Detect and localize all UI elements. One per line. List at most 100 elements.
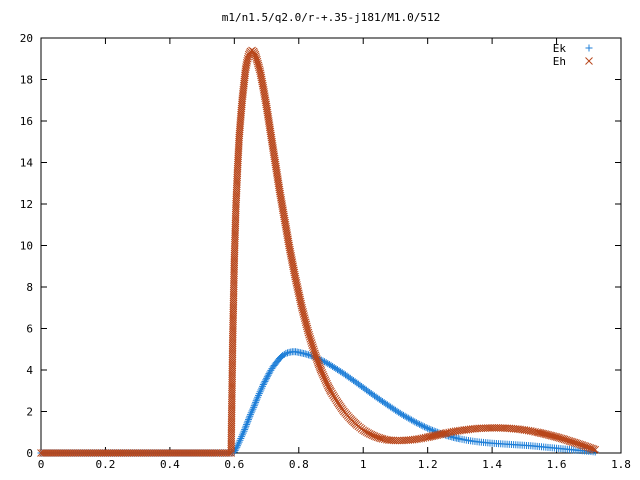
- y-tick-label: 16: [20, 115, 33, 128]
- ek-point: [237, 434, 245, 442]
- ek-point: [303, 350, 311, 358]
- ek-point: [257, 386, 265, 394]
- x-tick-label: 1.4: [482, 458, 502, 471]
- y-tick-label: 2: [26, 406, 33, 419]
- eh-point: [430, 431, 438, 440]
- eh-point: [534, 428, 543, 437]
- legend-marker-eh: [585, 57, 593, 65]
- eh-point: [438, 430, 447, 438]
- ek-point: [263, 373, 271, 381]
- x-tick-label: 0.6: [224, 458, 244, 471]
- eh-point: [304, 328, 313, 337]
- series-eh: [37, 46, 600, 457]
- ek-point: [243, 421, 251, 429]
- ek-point: [245, 416, 253, 424]
- ek-point: [282, 349, 290, 357]
- series-layer: [37, 46, 600, 457]
- ek-point: [249, 405, 257, 413]
- x-tick-label: 1: [360, 458, 367, 471]
- eh-point: [428, 432, 437, 440]
- eh-point: [309, 345, 318, 354]
- eh-point: [305, 330, 313, 339]
- eh-point: [433, 431, 442, 439]
- y-tick-label: 10: [20, 240, 33, 253]
- x-tick-label: 1.8: [611, 458, 631, 471]
- y-tick-label: 4: [26, 364, 33, 377]
- ek-point: [420, 423, 428, 431]
- x-axis: 0 0.2 0.4 0.6 0.8 1 1.2 1.4 1.6 1.8: [38, 38, 631, 471]
- x-tick-label: 0: [38, 458, 45, 471]
- y-tick-label: 8: [26, 281, 33, 294]
- ek-point: [239, 429, 247, 437]
- x-tick-label: 0.8: [289, 458, 309, 471]
- ek-point: [261, 377, 269, 385]
- ek-point: [238, 431, 246, 439]
- ek-point: [242, 422, 250, 430]
- ek-point: [260, 379, 268, 387]
- y-tick-label: 0: [26, 447, 33, 460]
- eh-point: [431, 431, 440, 440]
- eh-point: [305, 332, 314, 341]
- eh-point: [425, 433, 434, 441]
- ek-point: [252, 397, 260, 405]
- ek-point: [240, 427, 248, 435]
- ek-point: [284, 349, 291, 357]
- ek-point: [235, 438, 243, 446]
- ek-point: [238, 433, 246, 441]
- ek-point: [243, 419, 251, 427]
- ek-point: [252, 398, 260, 406]
- ek-point: [246, 411, 254, 419]
- legend-label-eh: Eh: [553, 55, 566, 68]
- ek-point: [264, 371, 272, 379]
- ek-point: [253, 395, 261, 403]
- ek-point: [412, 419, 420, 427]
- ek-point: [248, 407, 256, 415]
- legend-marker-ek: [585, 44, 593, 52]
- ek-point: [241, 424, 249, 432]
- y-tick-label: 18: [20, 74, 33, 87]
- y-tick-label: 20: [20, 32, 33, 45]
- eh-point: [591, 445, 600, 454]
- ek-point: [259, 382, 267, 390]
- ek-point: [262, 376, 270, 384]
- ek-point: [409, 417, 417, 425]
- eh-point: [307, 337, 315, 345]
- eh-point: [306, 335, 315, 343]
- ek-point: [419, 422, 427, 430]
- ek-point: [255, 390, 263, 398]
- eh-point: [536, 429, 545, 437]
- eh-point: [307, 339, 316, 347]
- ek-point: [245, 414, 253, 422]
- ek-point: [422, 424, 430, 432]
- ek-point: [236, 436, 244, 444]
- eh-point: [436, 430, 445, 439]
- ek-point: [246, 412, 254, 420]
- ek-point: [411, 418, 419, 426]
- ek-point: [263, 374, 271, 382]
- ek-point: [241, 426, 249, 434]
- ek-point: [427, 426, 435, 434]
- eh-point: [533, 428, 542, 437]
- ek-point: [250, 402, 258, 410]
- x-tick-label: 1.2: [418, 458, 438, 471]
- ek-point: [301, 350, 309, 358]
- ek-point: [247, 409, 255, 417]
- ek-point: [414, 420, 422, 428]
- ek-point: [259, 381, 267, 389]
- ek-point: [258, 384, 266, 392]
- ek-point: [425, 425, 433, 433]
- legend-label-ek: Ek: [553, 42, 567, 55]
- ek-point: [424, 424, 432, 432]
- ek-point: [256, 388, 264, 396]
- y-axis: 0 2 4 6 8 10 12 14 16 18 20: [20, 32, 621, 460]
- y-tick-label: 6: [26, 323, 33, 336]
- ek-point: [234, 440, 242, 448]
- ek-point: [254, 393, 262, 401]
- x-tick-label: 1.6: [547, 458, 567, 471]
- eh-point: [427, 432, 435, 441]
- ek-point: [255, 391, 262, 399]
- eh-point: [435, 430, 443, 439]
- ek-point: [280, 350, 288, 358]
- ek-point: [417, 421, 425, 429]
